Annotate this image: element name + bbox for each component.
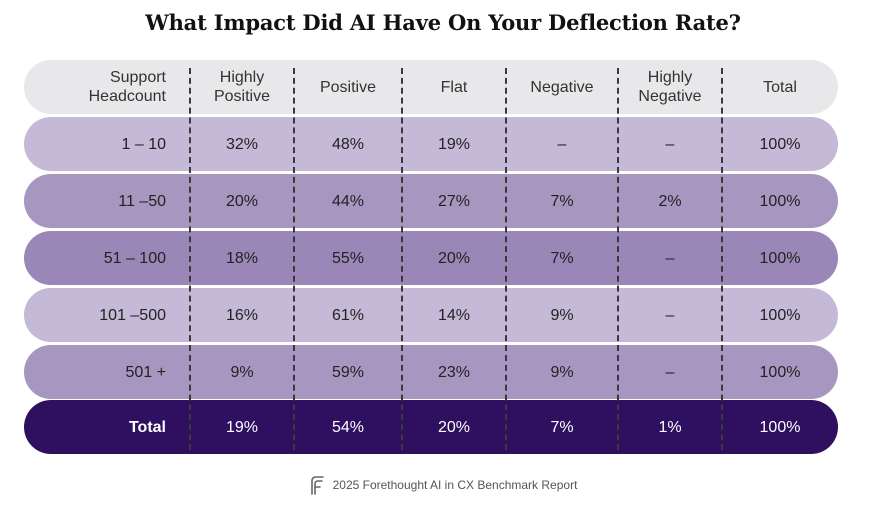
column-divider [189,68,191,450]
table-row-51-100-cell-highly-positive: 18% [225,249,259,267]
chart-title: What Impact Did AI Have On Your Deflecti… [145,10,741,35]
table-row-101-500-cell-positive: 61% [331,306,365,324]
header-row-cell-positive: Positive [319,78,377,96]
table-row-1-10-cell-total: 100% [759,135,801,153]
table-row-501-cell-positive: 59% [331,363,365,381]
table-row-101-500-cell-highly-positive: 16% [225,306,259,324]
header-row-cell-flat: Flat [440,78,468,96]
table-row-501-cell-highly-negative: – [665,363,675,381]
total-row-label: Total [128,418,166,436]
total-row-cell-total: 100% [759,418,801,436]
table-row-51-100: 51 – 100 18% 55% 20% 7% – 100% [24,231,838,285]
table-row-11-50: 11 –50 20% 44% 27% 7% 2% 100% [24,174,838,228]
table-row-11-50-label: 11 –50 [118,192,166,210]
header-row: Support Headcount Highly Positive Positive Fl… [24,60,838,114]
forethought-logo-icon [310,476,324,495]
column-divider [505,68,507,450]
header-row-label: Support Headcount [88,69,166,105]
column-divider [293,68,295,450]
footer: 2025 Forethought AI in CX Benchmark Repo… [0,475,886,495]
table-row-1-10: 1 – 10 32% 48% 19% – – 100% [24,117,838,171]
table-row-1-10-cell-positive: 48% [331,135,365,153]
table-row-11-50-cell-highly-negative: 2% [658,192,682,210]
table-row-101-500-cell-flat: 14% [437,306,471,324]
table-row-1-10-label: 1 – 10 [121,135,166,153]
table-row-501-cell-negative: 9% [550,363,574,381]
table-row-101-500-label: 101 –500 [99,306,166,324]
table-row-11-50-cell-negative: 7% [550,192,574,210]
table-row-101-500-cell-total: 100% [759,306,801,324]
table-row-51-100-cell-total: 100% [759,249,801,267]
table-row-1-10-cell-flat: 19% [437,135,471,153]
table-row-1-10-cell-highly-positive: 32% [225,135,259,153]
table-row-501-label: 501 + [125,363,166,381]
table-row-51-100-label: 51 – 100 [103,249,166,267]
table-row-51-100-cell-flat: 20% [437,249,471,267]
table-row-101-500-cell-negative: 9% [550,306,574,324]
table-row-11-50-cell-positive: 44% [331,192,365,210]
column-divider [721,68,723,450]
table-row-501-cell-highly-positive: 9% [230,363,254,381]
table-row-501-cell-total: 100% [759,363,801,381]
table-row-51-100-cell-negative: 7% [550,249,574,267]
table-row-1-10-cell-negative: – [557,135,567,153]
table-row-11-50-cell-flat: 27% [437,192,471,210]
header-row-cell-highly-negative: Highly Negative [638,69,702,105]
table-row-101-500: 101 –500 16% 61% 14% 9% – 100% [24,288,838,342]
table-row-51-100-cell-highly-negative: – [665,249,675,267]
table-row-101-500-cell-highly-negative: – [665,306,675,324]
table-row-51-100-cell-positive: 55% [331,249,365,267]
total-row-cell-flat: 20% [437,418,471,436]
footer-text: 2025 Forethought AI in CX Benchmark Repo… [332,478,578,492]
column-divider [617,68,619,450]
header-row-cell-highly-positive: Highly Positive [213,69,271,105]
total-row-cell-highly-negative: 1% [658,418,682,436]
total-row: Total 19% 54% 20% 7% 1% 100% [24,400,838,454]
table-row-1-10-cell-highly-negative: – [665,135,675,153]
column-divider [401,68,403,450]
total-row-cell-positive: 54% [331,418,365,436]
table-row-11-50-cell-total: 100% [759,192,801,210]
header-row-cell-total: Total [763,78,797,96]
table-row-11-50-cell-highly-positive: 20% [225,192,259,210]
total-row-cell-highly-positive: 19% [225,418,259,436]
table-row-501-cell-flat: 23% [437,363,471,381]
header-row-cell-negative: Negative [530,78,594,96]
table-row-501: 501 + 9% 59% 23% 9% – 100% [24,345,838,399]
total-row-cell-negative: 7% [550,418,574,436]
